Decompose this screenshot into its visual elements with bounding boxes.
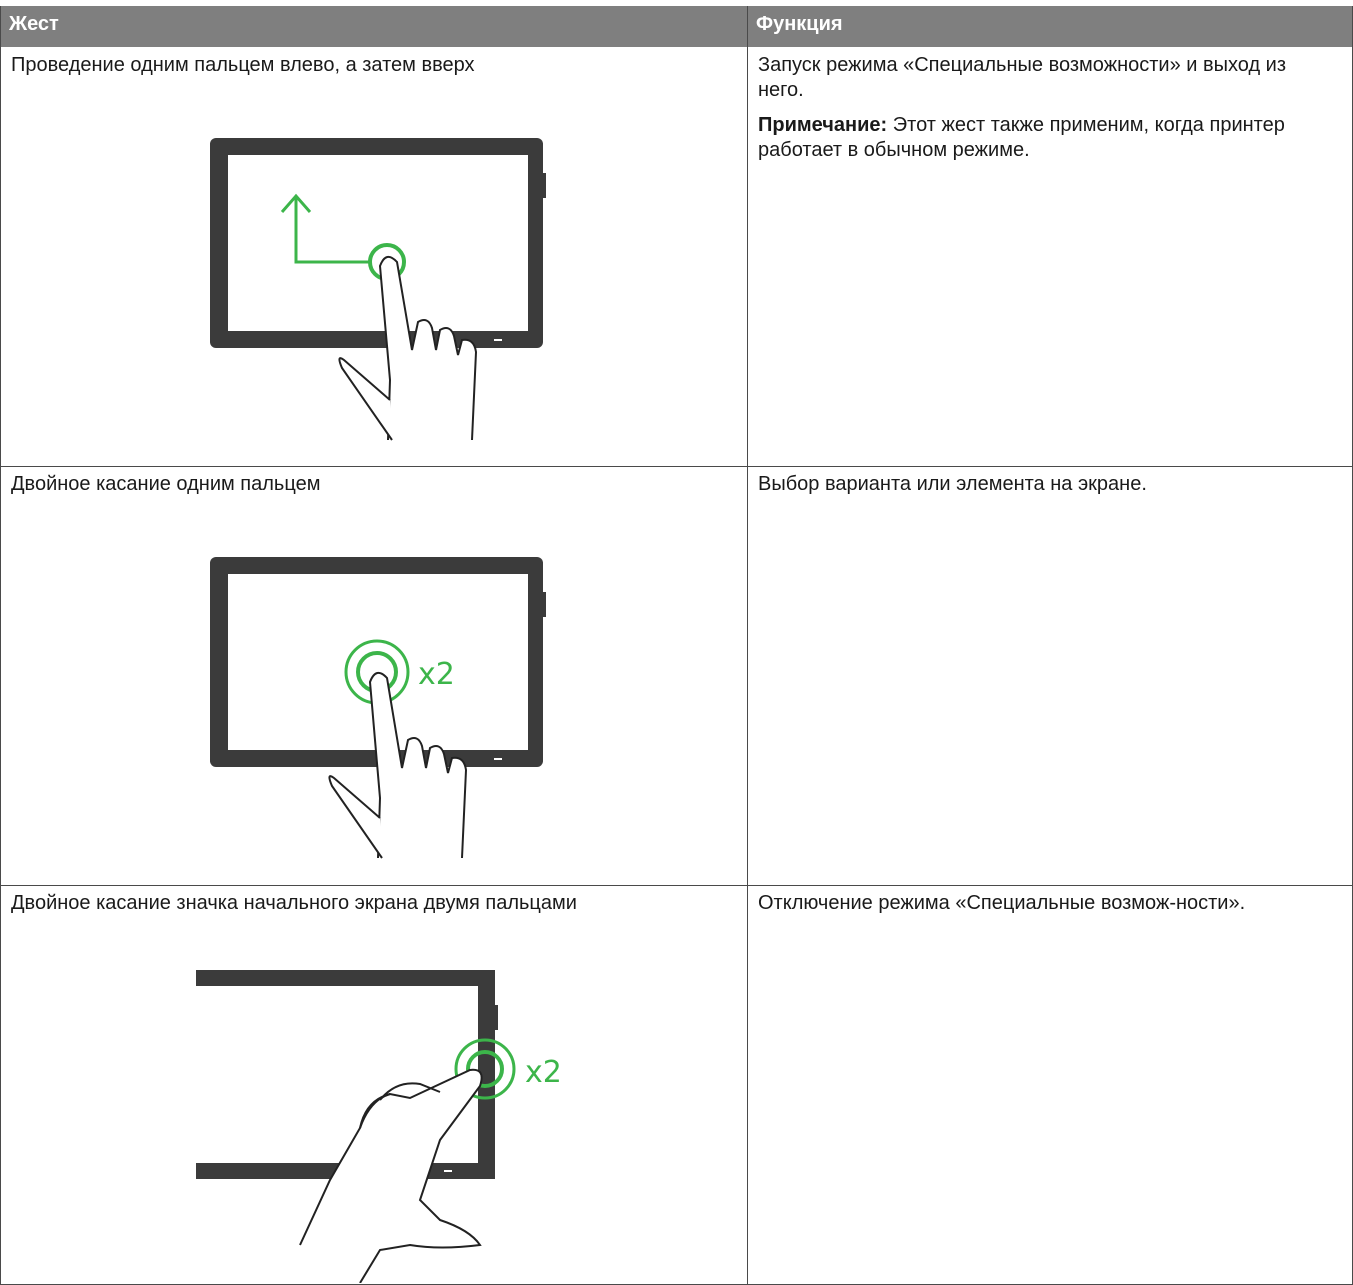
gesture-cell: Двойное касание значка начального экрана… bbox=[0, 885, 747, 1285]
function-text: Выбор варианта или элемента на экране. bbox=[758, 473, 1147, 495]
note-text: Этот жест также применим, когда принтер … bbox=[758, 114, 1285, 161]
function-cell: Запуск режима «Специальные возможности» … bbox=[747, 47, 1353, 467]
note: Примечание: Этот жест также применим, ко… bbox=[758, 113, 1312, 163]
function-text: Отключение режима «Специальные возмож-но… bbox=[758, 892, 1246, 914]
function-cell: Выбор варианта или элемента на экране. bbox=[747, 466, 1353, 886]
gesture-text: Проведение одним пальцем влево, а затем … bbox=[11, 54, 475, 76]
gesture-cell: Проведение одним пальцем влево, а затем … bbox=[0, 47, 747, 467]
function-text: Запуск режима «Специальные возможности» … bbox=[758, 54, 1287, 101]
function-cell: Отключение режима «Специальные возмож-но… bbox=[747, 885, 1353, 1285]
header-cell: Функция bbox=[747, 6, 1353, 47]
gesture-cell: Двойное касание одним пальцем bbox=[0, 466, 747, 886]
gesture-text: Двойное касание значка начального экрана… bbox=[11, 892, 577, 914]
header-cell: Жест bbox=[0, 6, 747, 47]
note-label: Примечание: bbox=[758, 114, 888, 136]
gesture-text: Двойное касание одним пальцем bbox=[11, 473, 321, 495]
